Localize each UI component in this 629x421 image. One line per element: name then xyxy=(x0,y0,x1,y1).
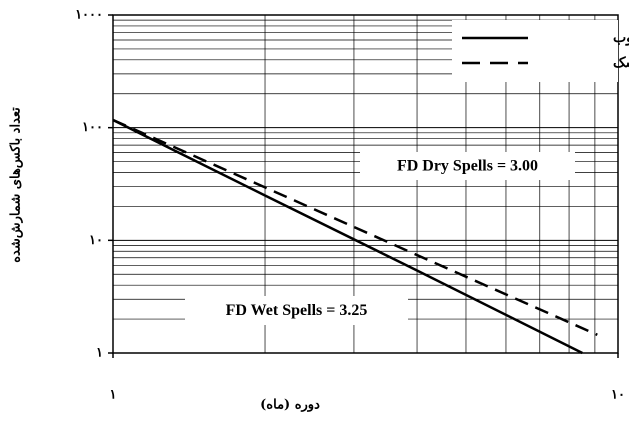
y-axis-label: تعداد باکس‌های شمارش‌شده xyxy=(9,107,24,263)
series-line xyxy=(112,118,583,355)
y-tick-label: ۱۰۰ xyxy=(82,120,103,135)
annotation-box xyxy=(360,152,575,180)
y-tick-label: ۱۰۰۰ xyxy=(75,8,103,23)
annotation-box xyxy=(185,296,408,325)
y-tick-label: ۱۰ xyxy=(89,233,103,248)
y-tick-label: ۱ xyxy=(96,346,103,361)
legend-label: مرطوب xyxy=(613,30,629,46)
annotation: FD Wet Spells = 3.25 xyxy=(226,302,368,319)
legend-label: خشک xyxy=(613,55,629,71)
annotation: FD Dry Spells = 3.00 xyxy=(397,158,538,175)
series-line xyxy=(112,118,598,336)
x-tick-label: ۱ xyxy=(110,388,117,403)
x-axis-label: دوره (ماه) xyxy=(260,398,320,413)
legend-box xyxy=(452,20,618,82)
x-tick-label: ۱۰ xyxy=(611,388,625,403)
